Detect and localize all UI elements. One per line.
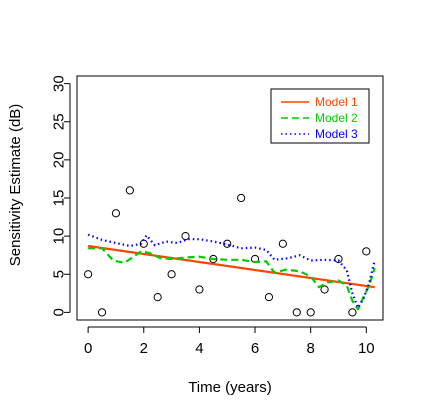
legend-entry: Model 3	[315, 127, 358, 141]
y-tick-label: 0	[51, 308, 68, 316]
x-tick-label: 4	[195, 340, 203, 357]
data-point	[97, 308, 107, 317]
y-tick-label: 15	[51, 190, 68, 207]
data-points	[84, 186, 371, 317]
model-3-line	[87, 233, 376, 309]
model-lines	[87, 233, 376, 311]
plot-box	[76, 75, 384, 321]
data-point	[181, 232, 190, 241]
y-tick-label: 30	[51, 75, 68, 92]
data-point	[278, 239, 287, 248]
x-tick-label: 8	[307, 340, 315, 357]
legend-box	[270, 88, 370, 144]
data-point	[84, 270, 93, 279]
data-point	[195, 285, 204, 294]
x-axis-label: Time (years)	[188, 379, 272, 396]
y-tick-label: 25	[51, 113, 68, 130]
legend: Model 1 Model 2 Model 3	[270, 88, 370, 144]
x-tick-label: 6	[251, 340, 259, 357]
data-point	[334, 254, 343, 264]
axes: 0 2 4 6 8 10 0 5 10 15 20 25 30	[51, 75, 375, 357]
data-point	[348, 308, 357, 317]
data-point	[153, 293, 162, 302]
data-point	[111, 209, 121, 218]
x-tick-label: 10	[358, 340, 375, 357]
y-tick-label: 5	[51, 270, 68, 278]
data-point	[292, 308, 301, 317]
data-point	[237, 193, 246, 203]
data-point	[167, 270, 176, 279]
y-tick-label: 20	[51, 152, 68, 169]
y-tick-label: 10	[51, 228, 68, 245]
data-point	[320, 285, 329, 294]
data-point	[264, 293, 274, 302]
data-point	[306, 308, 315, 317]
data-point	[223, 239, 232, 248]
x-tick-label: 0	[84, 340, 92, 357]
x-tick-label: 2	[140, 340, 148, 357]
legend-entry: Model 2	[315, 111, 358, 125]
model-2-line	[88, 247, 376, 311]
data-point	[125, 186, 134, 195]
model-1-line	[87, 244, 375, 289]
legend-entry: Model 1	[315, 95, 358, 109]
y-axis-label: Sensitivity Estimate (dB)	[7, 104, 24, 267]
data-point	[362, 247, 371, 256]
